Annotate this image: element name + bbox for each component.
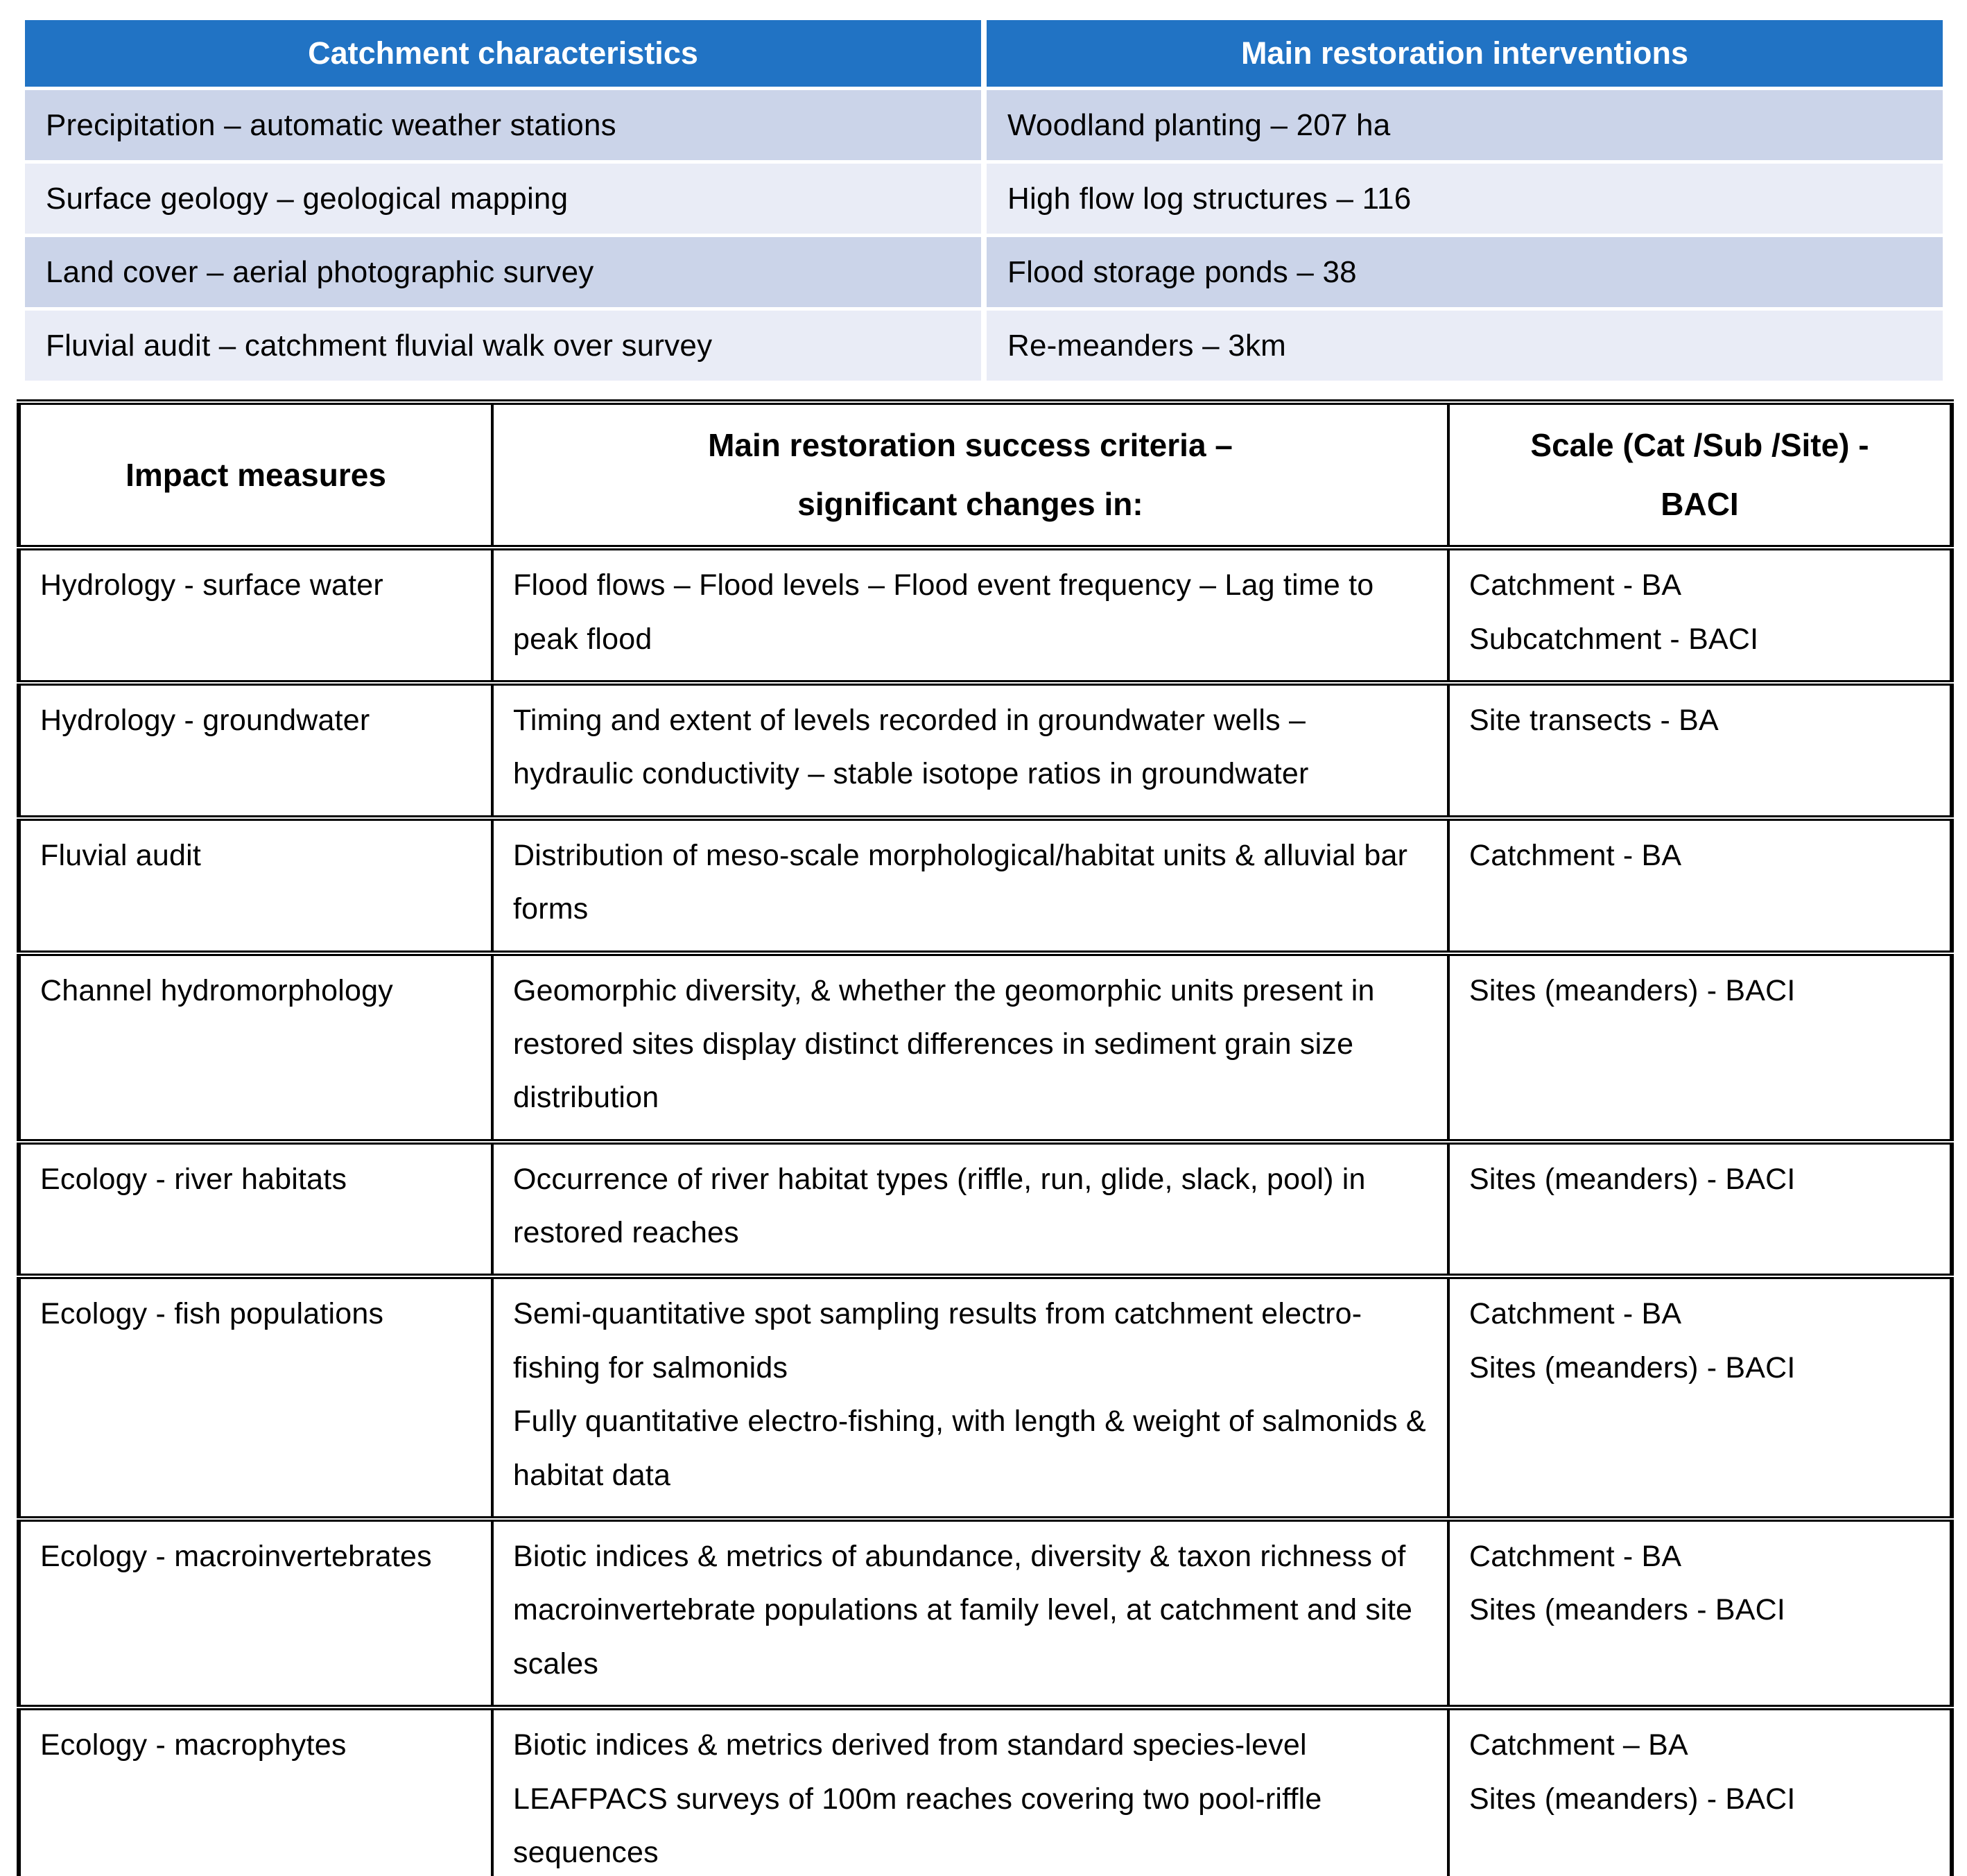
cell-impact-measure: Ecology - river habitats	[17, 1138, 494, 1280]
scale-line: Catchment - BA	[1469, 1297, 1682, 1331]
criteria-line: Biotic indices & metrics derived from st…	[513, 1728, 1322, 1869]
criteria-line: Geomorphic diversity, & whether the geom…	[513, 973, 1375, 1115]
table-row: Hydrology - surface water Flood flows – …	[17, 545, 1953, 686]
table-row: Surface geology – geological mapping Hig…	[25, 164, 1943, 234]
catchment-interventions-table: Catchment characteristics Main restorati…	[19, 17, 1948, 384]
cell-intervention: High flow log structures – 116	[987, 164, 1943, 234]
scale-line: Sites (meanders) - BACI	[1469, 1782, 1796, 1816]
grid-table-header-row: Impact measures Main restoration success…	[17, 399, 1953, 551]
table-row: Ecology - fish populations Semi-quantita…	[17, 1274, 1953, 1522]
scale-line: Catchment - BA	[1469, 838, 1682, 872]
scale-line: Sites (meanders) - BACI	[1469, 1162, 1796, 1196]
table-row: Fluvial audit – catchment fluvial walk o…	[25, 311, 1943, 381]
cell-impact-measure: Ecology - macroinvertebrates	[17, 1516, 494, 1711]
scale-line: Catchment - BA	[1469, 1540, 1682, 1574]
criteria-line: Semi-quantitative spot sampling results …	[513, 1297, 1362, 1384]
cell-characteristic: Fluvial audit – catchment fluvial walk o…	[25, 311, 981, 381]
cell-impact-measure: Ecology - macrophytes	[17, 1705, 494, 1876]
cell-scale: Catchment - BA Sites (meanders) - BACI	[1447, 1274, 1953, 1522]
cell-intervention: Flood storage ponds – 38	[987, 237, 1943, 307]
header-catchment-characteristics: Catchment characteristics	[25, 20, 981, 87]
table-row: Channel hydromorphology Geomorphic diver…	[17, 950, 1953, 1145]
cell-success-criteria: Geomorphic diversity, & whether the geom…	[491, 950, 1450, 1145]
cell-success-criteria: Flood flows – Flood levels – Flood event…	[491, 545, 1450, 686]
header-main-restoration-interventions: Main restoration interventions	[987, 20, 1943, 87]
scale-line: Sites (meanders) - BACI	[1469, 973, 1796, 1007]
header-scale-line2: BACI	[1661, 486, 1739, 523]
table-row: Fluvial audit Distribution of meso-scale…	[17, 815, 1953, 956]
cell-success-criteria: Biotic indices & metrics derived from st…	[491, 1705, 1450, 1876]
cell-impact-measure: Channel hydromorphology	[17, 950, 494, 1145]
header-success-criteria-line2: significant changes in:	[797, 486, 1143, 523]
cell-success-criteria: Biotic indices & metrics of abundance, d…	[491, 1516, 1450, 1711]
cell-scale: Catchment - BA Subcatchment - BACI	[1447, 545, 1953, 686]
cell-impact-measure: Hydrology - groundwater	[17, 679, 494, 821]
scale-line: Catchment – BA	[1469, 1728, 1688, 1762]
criteria-line: Flood flows – Flood levels – Flood event…	[513, 568, 1374, 656]
cell-characteristic: Surface geology – geological mapping	[25, 164, 981, 234]
cell-scale: Catchment – BA Sites (meanders) - BACI	[1447, 1705, 1953, 1876]
cell-success-criteria: Semi-quantitative spot sampling results …	[491, 1274, 1450, 1522]
header-impact-measures: Impact measures	[17, 399, 494, 551]
table-row: Ecology - macroinvertebrates Biotic indi…	[17, 1516, 1953, 1711]
table-row: Hydrology - groundwater Timing and exten…	[17, 679, 1953, 821]
table-row: Ecology - macrophytes Biotic indices & m…	[17, 1705, 1953, 1876]
cell-scale: Sites (meanders) - BACI	[1447, 950, 1953, 1145]
cell-success-criteria: Distribution of meso-scale morphological…	[491, 815, 1450, 956]
header-success-criteria-line1: Main restoration success criteria –	[708, 427, 1233, 463]
cell-characteristic: Land cover – aerial photographic survey	[25, 237, 981, 307]
cell-impact-measure: Fluvial audit	[17, 815, 494, 956]
cell-success-criteria: Occurrence of river habitat types (riffl…	[491, 1138, 1450, 1280]
cell-intervention: Re-meanders – 3km	[987, 311, 1943, 381]
criteria-line: Distribution of meso-scale morphological…	[513, 838, 1408, 926]
cell-characteristic: Precipitation – automatic weather statio…	[25, 90, 981, 160]
scale-line: Sites (meanders - BACI	[1469, 1593, 1786, 1627]
scale-line: Subcatchment - BACI	[1469, 622, 1759, 656]
header-scale-baci: Scale (Cat /Sub /Site) - BACI	[1447, 399, 1953, 551]
scale-line: Sites (meanders) - BACI	[1469, 1350, 1796, 1384]
cell-impact-measure: Hydrology - surface water	[17, 545, 494, 686]
table-row: Precipitation – automatic weather statio…	[25, 90, 1943, 160]
cell-scale: Catchment - BA Sites (meanders - BACI	[1447, 1516, 1953, 1711]
cell-scale: Catchment - BA	[1447, 815, 1953, 956]
scale-line: Catchment - BA	[1469, 568, 1682, 602]
cell-scale: Sites (meanders) - BACI	[1447, 1138, 1953, 1280]
criteria-line: Timing and extent of levels recorded in …	[513, 703, 1309, 791]
cell-intervention: Woodland planting – 207 ha	[987, 90, 1943, 160]
criteria-line: Fully quantitative electro-fishing, with…	[513, 1405, 1426, 1492]
cell-scale: Site transects - BA	[1447, 679, 1953, 821]
cell-impact-measure: Ecology - fish populations	[17, 1274, 494, 1522]
header-success-criteria: Main restoration success criteria – sign…	[491, 399, 1450, 551]
cell-success-criteria: Timing and extent of levels recorded in …	[491, 679, 1450, 821]
criteria-line: Biotic indices & metrics of abundance, d…	[513, 1540, 1413, 1680]
table-row: Ecology - river habitats Occurrence of r…	[17, 1138, 1953, 1280]
criteria-line: Occurrence of river habitat types (riffl…	[513, 1162, 1366, 1250]
top-table-header-row: Catchment characteristics Main restorati…	[25, 20, 1943, 87]
header-scale-line1: Scale (Cat /Sub /Site) -	[1530, 427, 1869, 463]
impact-measures-table: Impact measures Main restoration success…	[17, 399, 1954, 1876]
scale-line: Site transects - BA	[1469, 703, 1719, 737]
table-row: Land cover – aerial photographic survey …	[25, 237, 1943, 307]
